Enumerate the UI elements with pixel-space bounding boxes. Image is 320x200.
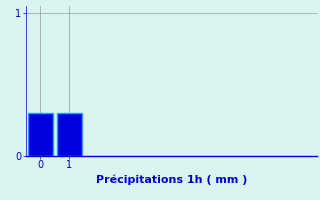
Bar [57,113,82,156]
X-axis label: Précipitations 1h ( mm ): Précipitations 1h ( mm ) [95,174,247,185]
Bar [28,113,52,156]
